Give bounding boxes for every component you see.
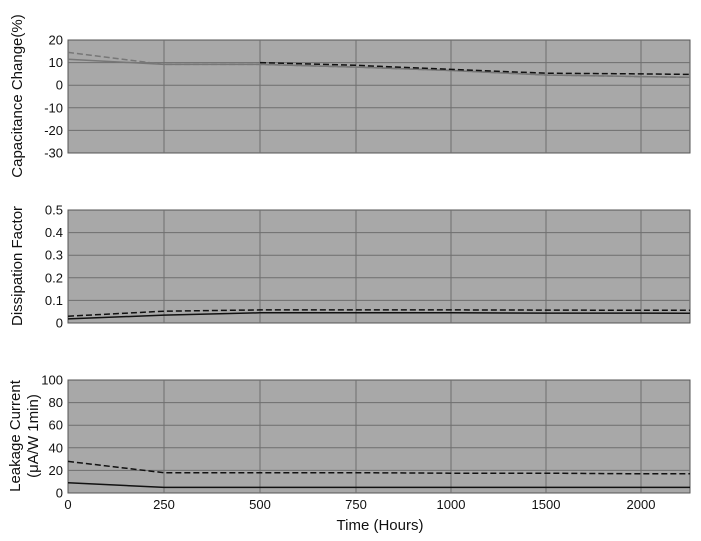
x-axis-title: Time (Hours) (337, 517, 424, 534)
capacitance-series-dashed-line-2 (259, 61, 691, 76)
capacitance-panel: 20 10 0 -10 -20 -30 Capacitance Change(%) (9, 14, 691, 178)
x-tick-label: 250 (153, 497, 175, 512)
dissipation-series-solid-line-1 (67, 312, 691, 320)
capacitance-y-ticks: 20 10 0 -10 -20 -30 (44, 33, 63, 161)
x-tick-label: 500 (249, 497, 271, 512)
y-tick-label: 60 (49, 418, 63, 433)
leakage-plot-area (67, 379, 691, 494)
x-tick-label: 750 (345, 497, 367, 512)
dissipation-y-axis-label: Dissipation Factor (9, 206, 26, 326)
y-tick-label: 0.1 (45, 293, 63, 308)
x-tick-label: 2000 (627, 497, 656, 512)
dissipation-series (67, 309, 691, 320)
y-tick-label: 0.5 (45, 203, 63, 218)
leakage-series-solid-line-1 (67, 482, 690, 489)
y-tick-label: 0.3 (45, 248, 63, 263)
y-tick-label: 20 (49, 463, 63, 478)
dissipation-series-dashed-line-0 (67, 309, 690, 317)
y-tick-label: 40 (49, 440, 63, 455)
y-tick-label: 100 (41, 373, 63, 388)
leakage-x-ticks: 0 250 500 750 1000 1500 2000 (64, 497, 655, 512)
leakage-y-ticks: 100 80 60 40 20 0 (41, 373, 63, 501)
x-tick-label: 1500 (532, 497, 561, 512)
y-tick-label: 0.4 (45, 225, 63, 240)
capacitance-y-axis-label: Capacitance Change(%) (9, 14, 26, 177)
y-tick-label: -20 (44, 123, 63, 138)
dissipation-plot-area (67, 209, 691, 324)
dissipation-grid (68, 210, 690, 323)
y-tick-label: -10 (44, 100, 63, 115)
leakage-y-axis-label: Leakage Current (7, 379, 24, 492)
capacitance-plot-area (67, 39, 691, 154)
leakage-series-dashed-line-0 (67, 460, 690, 475)
y-tick-label: 0 (56, 486, 63, 501)
leakage-panel: 100 80 60 40 20 0 0 250 500 750 1000 1500 2000 Leak… (7, 373, 691, 534)
capacitance-grid (68, 40, 690, 153)
leakage-grid (68, 380, 690, 493)
leakage-series (67, 460, 690, 489)
x-tick-label: 0 (64, 497, 71, 512)
y-tick-label: 20 (49, 33, 63, 48)
capacitance-series-solid-line-1 (67, 58, 691, 79)
y-tick-label: 10 (49, 55, 63, 70)
x-tick-label: 1000 (437, 497, 466, 512)
y-tick-label: 80 (49, 395, 63, 410)
dissipation-panel: 0.5 0.4 0.3 0.2 0.1 0 Dissipation Factor (9, 203, 691, 331)
y-tick-label: 0.2 (45, 270, 63, 285)
y-tick-label: -30 (44, 146, 63, 161)
capacitance-series (67, 51, 691, 79)
dissipation-y-ticks: 0.5 0.4 0.3 0.2 0.1 0 (45, 203, 63, 331)
y-tick-label: 0 (56, 78, 63, 93)
y-tick-label: 0 (56, 316, 63, 331)
leakage-y-axis-unit: (μA/W 1min) (25, 394, 42, 478)
